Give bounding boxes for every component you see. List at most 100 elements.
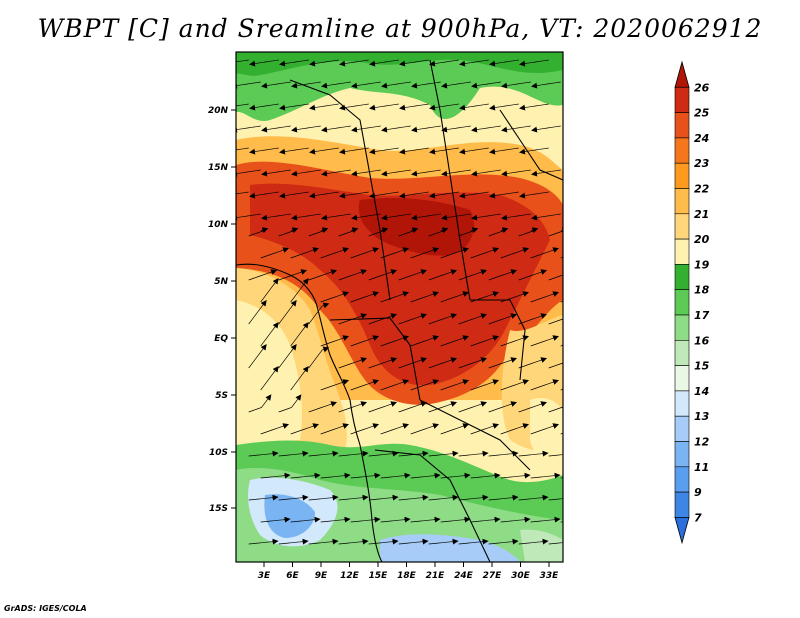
streamline (381, 125, 411, 133)
lon-label: 12E (340, 571, 360, 581)
streamline (459, 103, 489, 111)
streamline (519, 147, 549, 155)
lat-label: EQ (214, 334, 228, 344)
streamline (560, 388, 563, 391)
streamline (339, 103, 369, 111)
streamline (236, 213, 261, 221)
streamline (530, 516, 561, 523)
streamline (338, 357, 368, 369)
colorbar-label: 7 (694, 511, 702, 524)
colorbar-segment (674, 339, 690, 366)
streamline (339, 147, 369, 155)
streamline (470, 472, 501, 479)
streamline (398, 494, 429, 501)
streamline (428, 269, 458, 281)
streamline (530, 472, 561, 479)
streamline (458, 227, 479, 237)
streamline (260, 247, 290, 259)
streamline (320, 472, 351, 479)
streamline (471, 81, 501, 89)
streamline (308, 401, 338, 413)
streamline (380, 335, 410, 347)
streamline (260, 277, 279, 303)
streamline (458, 450, 489, 457)
streamline (368, 450, 399, 457)
streamline (338, 227, 359, 237)
streamline (470, 335, 500, 347)
streamline (350, 247, 380, 259)
colorbar-label: 26 (694, 81, 710, 94)
colorbar-segment (674, 390, 690, 417)
streamline (470, 423, 500, 435)
streamline (308, 538, 339, 545)
streamline (368, 494, 399, 501)
streamline (321, 125, 351, 133)
streamline (350, 291, 380, 303)
streamline (320, 379, 350, 391)
streamline (488, 313, 518, 325)
streamline (279, 191, 309, 199)
streamline (471, 169, 501, 177)
colorbar-label: 25 (694, 107, 710, 120)
streamline (320, 335, 350, 347)
streamline (308, 302, 330, 325)
streamline (548, 274, 563, 281)
streamline (351, 125, 381, 133)
streamline (410, 516, 441, 523)
streamline (428, 227, 449, 237)
lon-label: 21E (426, 571, 446, 581)
lon-label: 15E (369, 571, 389, 581)
streamline (500, 335, 530, 347)
streamline (369, 147, 399, 155)
streamline (260, 516, 291, 523)
streamline (368, 313, 398, 325)
streamline (308, 227, 329, 237)
lat-label: 20N (208, 106, 229, 116)
chart-title: WBPT [C] and Sreamline at 900hPa, VT: 20… (37, 14, 763, 43)
streamline (548, 498, 563, 501)
streamline (248, 538, 279, 545)
streamline (338, 450, 369, 457)
streamline (440, 379, 470, 391)
streamline (350, 335, 380, 347)
streamline (440, 516, 471, 523)
streamline (308, 269, 338, 281)
streamline (440, 423, 470, 435)
streamline (261, 169, 291, 177)
colorbar-segment (674, 314, 690, 341)
streamline (380, 291, 410, 303)
streamline (236, 147, 249, 151)
streamline (381, 81, 411, 89)
streamline (351, 169, 381, 177)
streamline (309, 191, 339, 199)
streamline (290, 472, 321, 479)
lat-label: 5S (215, 391, 228, 401)
streamline (338, 494, 369, 501)
streamline (518, 313, 548, 325)
streamline (398, 357, 428, 369)
streamline (350, 472, 381, 479)
streamline (248, 343, 267, 369)
streamline (560, 477, 563, 479)
streamline (410, 247, 440, 259)
streamline (236, 81, 261, 89)
streamline (560, 432, 563, 435)
streamline (291, 213, 321, 221)
streamline (410, 335, 440, 347)
streamline (470, 516, 501, 523)
streamline (321, 213, 351, 221)
streamline (290, 247, 320, 259)
streamline (380, 423, 410, 435)
streamline (369, 59, 399, 67)
country-borders (236, 59, 563, 562)
streamline (236, 59, 249, 63)
colorbar-segment (674, 264, 690, 290)
streamline (410, 472, 441, 479)
colorbar-label: 20 (694, 233, 710, 246)
streamline (548, 454, 563, 457)
colorbar-segment (674, 365, 690, 392)
colorbar-label: 19 (694, 258, 710, 271)
colorbar-segment (674, 238, 690, 265)
colorbar-label: 9 (694, 486, 702, 499)
streamline (441, 169, 471, 177)
